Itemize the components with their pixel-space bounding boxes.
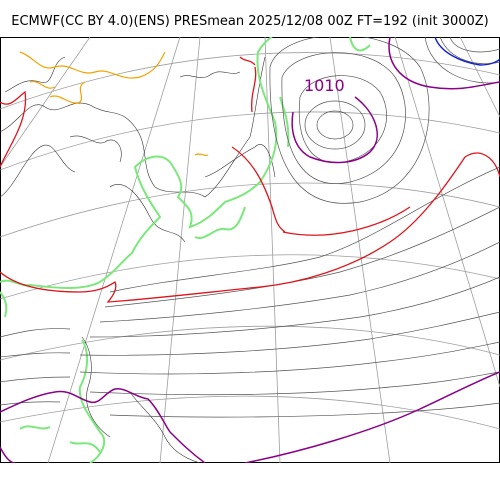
- map-title: ECMWF(CC BY 4.0)(ENS) PRESmean 2025/12/0…: [11, 14, 489, 29]
- high-terrain-contours: [19, 51, 209, 157]
- latitude-lines: [0, 52, 500, 430]
- isobars: [0, 37, 500, 418]
- map-border: [0, 37, 500, 463]
- isobar-low-blue: [434, 37, 500, 66]
- map-frame: 1010: [0, 37, 500, 463]
- longitude-lines: [0, 37, 500, 463]
- weather-map: 1010: [0, 37, 500, 463]
- isobar-1015: [0, 56, 500, 303]
- isobar-1010: [0, 37, 500, 463]
- land-outline: [0, 37, 371, 463]
- contour-label-1010: 1010: [304, 76, 345, 95]
- coastlines: [0, 56, 276, 463]
